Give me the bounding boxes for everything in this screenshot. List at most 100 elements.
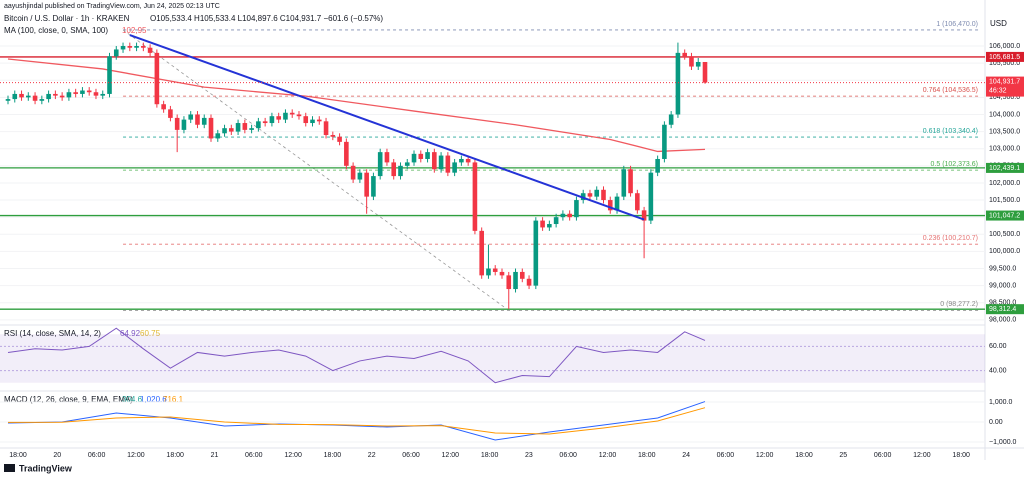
macd-tick-label: 0.00 [989, 419, 1003, 426]
y-tick-label: 103,500.0 [989, 128, 1020, 135]
fib-label: 0.236 (100,210.7) [923, 235, 978, 242]
candle-body [256, 121, 261, 129]
ma-line [7, 58, 706, 153]
candle-body [675, 52, 681, 115]
candle-body [134, 46, 139, 48]
candle-body [174, 117, 180, 130]
level-label: 98,312.4 [989, 306, 1016, 313]
y-tick-label: 104,000.0 [989, 111, 1020, 118]
rsi-value: 60.75 [140, 329, 161, 338]
x-tick-label: 25 [839, 452, 847, 459]
candle-body [384, 152, 390, 163]
candle-body [296, 114, 302, 117]
candle-body [5, 99, 11, 101]
x-tick-label: 18:00 [166, 452, 184, 459]
candle-body [607, 200, 613, 211]
candle-body [310, 119, 315, 124]
candle-body [580, 193, 586, 201]
candle-body [452, 162, 457, 173]
x-tick-label: 12:00 [127, 452, 145, 459]
candle-body [479, 230, 484, 276]
rsi-value: 64.92 [120, 329, 141, 338]
rsi-tick-label: 60.00 [989, 343, 1007, 350]
candle-body [357, 172, 363, 180]
candle-body [276, 116, 281, 120]
candle-body [208, 117, 214, 139]
candle-body [113, 49, 119, 57]
rsi-tick-label: 40.00 [989, 367, 1007, 374]
x-tick-label: 18:00 [324, 452, 342, 459]
candle-body [411, 153, 417, 163]
level-box [986, 51, 1024, 62]
candle-body [127, 46, 133, 48]
candle-body [418, 153, 424, 159]
candle-body [465, 158, 471, 163]
candle-body [614, 196, 620, 211]
candle-body [12, 93, 18, 100]
x-tick-label: 12:00 [284, 452, 302, 459]
x-tick-label: 18:00 [638, 452, 656, 459]
candle-body [587, 193, 593, 197]
candle-body [337, 136, 342, 142]
countdown: 46:32 [989, 87, 1007, 94]
x-tick-label: 24 [682, 452, 690, 459]
candle-body [668, 114, 674, 125]
ma-name: MA (100, close, 0, SMA, 100) [4, 26, 108, 35]
candle-body [404, 162, 410, 166]
y-tick-label: 99,000.0 [989, 282, 1016, 289]
candle-body [141, 46, 146, 48]
x-tick-label: 12:00 [442, 452, 460, 459]
x-tick-label: 18:00 [481, 452, 499, 459]
macd-tick-label: 1,000.0 [989, 399, 1012, 406]
y-tick-label: 99,500.0 [989, 265, 1016, 272]
candle-body [459, 158, 464, 163]
candle-body [526, 278, 532, 286]
candle-body [628, 169, 633, 194]
x-tick-label: 06:00 [402, 452, 420, 459]
candle-body [147, 47, 153, 53]
fib-label: 0 (98,277.2) [940, 301, 978, 308]
fib-label: 1 (106,470.0) [936, 21, 978, 28]
x-tick-label: 18:00 [795, 452, 813, 459]
candle-body [80, 90, 85, 94]
candle-body [32, 95, 38, 101]
candle-body [560, 213, 566, 218]
candle-body [168, 109, 173, 118]
candle-body [601, 189, 606, 201]
x-tick-label: 22 [368, 452, 376, 459]
candle-body [445, 155, 451, 173]
candle-body [533, 220, 539, 286]
candle-body [553, 217, 559, 225]
level-box [986, 304, 1024, 315]
candle-body [269, 116, 275, 124]
x-tick-label: 12:00 [599, 452, 617, 459]
candle-body [93, 92, 99, 96]
fib-label: 0.618 (103,340.4) [923, 128, 978, 135]
candle-body [371, 176, 376, 197]
candle-body [188, 114, 194, 120]
macd-value: 716.1 [163, 395, 184, 404]
candle-body [86, 90, 92, 93]
candle-body [330, 135, 336, 137]
candle-body [350, 165, 356, 180]
candle-body [242, 123, 248, 130]
candle-body [235, 123, 241, 132]
candle-body [547, 224, 552, 228]
footer[interactable]: TradingView [19, 463, 73, 473]
candle-body [181, 119, 187, 130]
candle-body [39, 99, 45, 101]
candle-body [100, 93, 106, 96]
candle-body [323, 121, 329, 136]
candle-body [161, 104, 166, 110]
last-price-label: 104,931.7 [989, 78, 1020, 85]
y-tick-label: 105,500.0 [989, 60, 1020, 67]
candle-body [262, 121, 268, 124]
y-tick-label: 104,500.0 [989, 94, 1020, 101]
candle-body [59, 95, 65, 98]
candle-body [519, 271, 525, 279]
macd-line [7, 407, 706, 435]
candle-body [46, 93, 51, 100]
currency: USD [990, 19, 1007, 28]
x-tick-label: 21 [211, 452, 219, 459]
